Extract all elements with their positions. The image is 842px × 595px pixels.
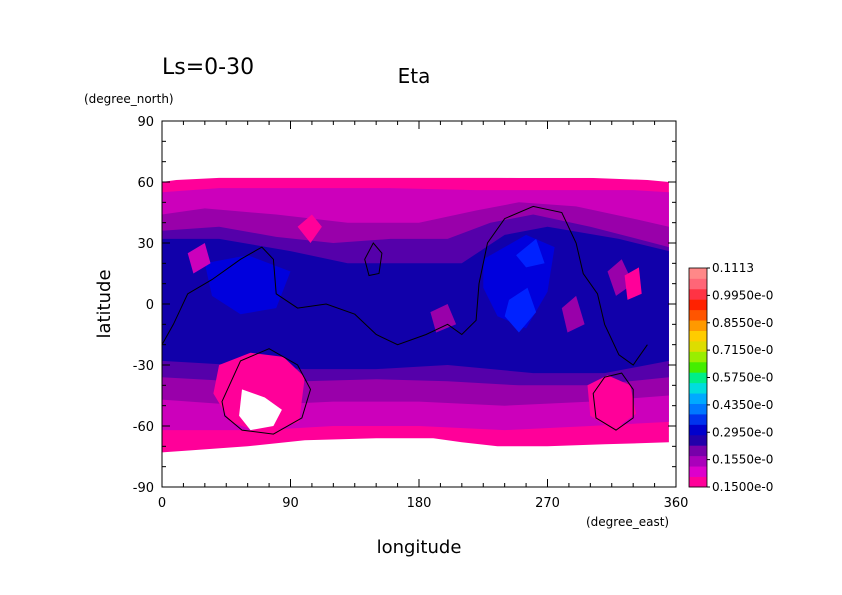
colorbar-label: 0.1500e-0 — [712, 480, 773, 494]
colorbar-swatch — [689, 309, 707, 321]
plot-area — [161, 120, 677, 488]
region-violet-patch-f — [561, 295, 585, 333]
colorbar-swatch — [689, 414, 707, 425]
colorbar-label: 0.5750e-0 — [712, 371, 773, 385]
y-axis-ticks: 90 60 30 0 -30 -60 -90 — [133, 115, 676, 496]
x-unit-label: (degree_east) — [586, 515, 669, 529]
contour-sw-ring — [221, 348, 312, 435]
colorbar-swatch — [689, 288, 707, 300]
x-tick-label: 360 — [664, 496, 689, 511]
colorbar-swatch — [689, 361, 707, 373]
colorbar: 0.1113 0.9950e-0 0.8550e-0 0.7150e-0 0.5750e… — [688, 261, 773, 494]
colorbar-label: 0.7150e-0 — [712, 343, 773, 357]
x-tick-label: 180 — [407, 496, 432, 511]
region-bright-blue-east — [504, 287, 537, 333]
region-bright-blue-north — [516, 238, 545, 268]
y-axis-label: latitude — [94, 269, 115, 338]
region-south-west-magenta — [213, 352, 305, 435]
y-tick-label: -60 — [133, 420, 154, 435]
colorbar-swatch — [689, 455, 707, 467]
colorbar-swatch — [689, 351, 707, 363]
colorbar-label: 0.9950e-0 — [712, 288, 773, 302]
colorbar-swatch — [689, 341, 707, 352]
y-tick-label: -30 — [133, 359, 154, 374]
colorbar-swatch — [689, 466, 707, 477]
x-tick-label: 0 — [158, 496, 166, 511]
contour-west — [162, 205, 648, 366]
colorbar-swatch — [689, 434, 707, 446]
chart-title: Eta — [398, 64, 431, 88]
colorbar-label: 0.1113 — [712, 261, 754, 275]
colorbar-label: 0.4350e-0 — [712, 398, 773, 412]
colorbar-label: 0.8550e-0 — [712, 316, 773, 330]
colorbar-swatch — [689, 424, 707, 436]
colorbar-label: 0.1550e-0 — [712, 453, 773, 467]
white-south-cap — [162, 440, 676, 487]
colorbar-swatch — [689, 403, 707, 415]
region-south-east-magenta — [587, 375, 636, 431]
colorbar-swatch — [689, 445, 707, 457]
region-magenta-patch-d — [624, 267, 642, 300]
period-label: Ls=0-30 — [162, 55, 254, 80]
x-axis-label: longitude — [377, 537, 462, 558]
x-tick-label: 90 — [282, 496, 299, 511]
y-unit-label: (degree_north) — [84, 92, 174, 106]
colorbar-swatch — [689, 320, 707, 331]
y-tick-label: -90 — [133, 481, 154, 496]
contour-island — [364, 242, 383, 277]
colorbar-swatch — [689, 278, 707, 290]
y-tick-label: 30 — [137, 237, 154, 252]
colorbar-swatch — [689, 330, 707, 342]
white-south-lower-strip — [304, 472, 634, 481]
colorbar-swatch — [689, 372, 707, 384]
white-south-west-hole — [239, 389, 282, 431]
y-tick-label: 60 — [137, 176, 154, 191]
colorbar-swatch — [689, 393, 707, 404]
region-violet-patch-b — [187, 243, 211, 274]
field-layers — [162, 121, 676, 487]
y-tick-label: 90 — [137, 115, 154, 130]
y-tick-label: 0 — [146, 298, 154, 313]
x-tick-label: 270 — [535, 496, 560, 511]
colorbar-swatch — [689, 299, 707, 311]
x-axis-ticks: 0 90 180 270 360 — [158, 121, 689, 511]
region-magenta-patch-a — [297, 214, 322, 243]
colorbar-swatch — [689, 268, 707, 279]
colorbar-label: 0.2950e-0 — [712, 425, 773, 439]
contour-se-ring — [592, 372, 634, 431]
colorbar-swatch — [689, 476, 707, 488]
white-north-cap — [162, 121, 676, 178]
colorbar-swatch — [689, 382, 707, 394]
